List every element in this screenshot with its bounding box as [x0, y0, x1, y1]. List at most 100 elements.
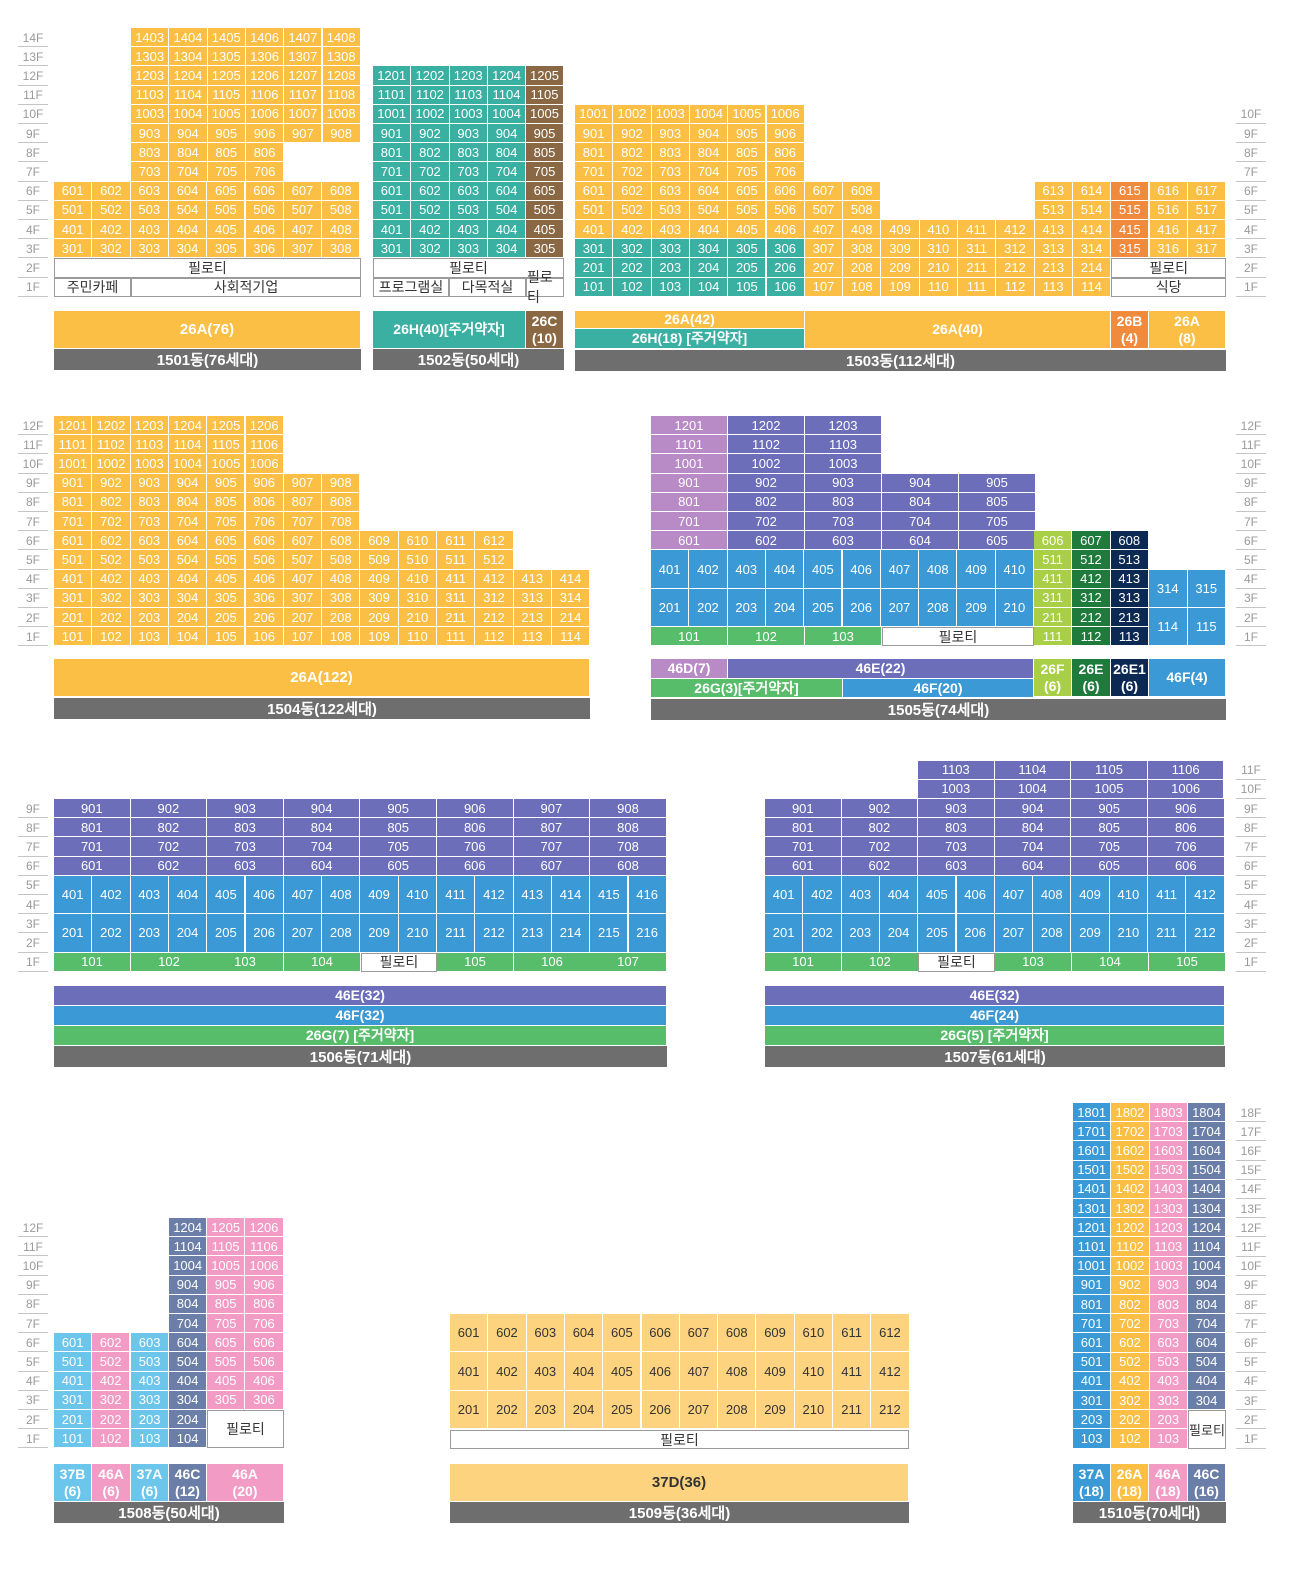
unit-cell[interactable]: 409 — [881, 220, 920, 240]
unit-cell[interactable]: 501 — [575, 200, 614, 220]
unit-cell[interactable]: 302 — [92, 1390, 131, 1410]
unit-cell[interactable]: 604 — [564, 1314, 604, 1353]
unit-cell[interactable]: 1003 — [805, 454, 882, 474]
unit-cell[interactable]: 604 — [994, 856, 1072, 876]
unit-cell[interactable]: 1702 — [1111, 1122, 1150, 1142]
unit-cell[interactable]: 403 — [526, 1352, 565, 1391]
unit-cell[interactable]: 109 — [881, 277, 920, 297]
unit-cell[interactable]: 701 — [575, 162, 614, 182]
unit-cell[interactable]: 1306 — [245, 47, 285, 67]
unit-cell[interactable]: 705 — [207, 1314, 246, 1334]
unit-cell[interactable]: 603 — [805, 531, 882, 551]
unit-cell[interactable]: 803 — [449, 143, 488, 163]
unit-cell[interactable]: 209 — [957, 588, 996, 628]
unit-cell[interactable]: 301 — [54, 1390, 93, 1410]
unit-cell[interactable]: 308 — [322, 239, 361, 259]
unit-cell[interactable]: 806 — [437, 818, 514, 838]
unit-cell[interactable]: 908 — [590, 799, 667, 819]
unit-cell[interactable]: 1106 — [245, 1237, 284, 1257]
unit-cell[interactable]: 102 — [728, 627, 805, 647]
unit-cell[interactable]: 605 — [207, 1333, 246, 1353]
unit-cell[interactable]: 701 — [1073, 1314, 1112, 1334]
unit-cell[interactable]: 706 — [245, 162, 285, 182]
unit-cell[interactable]: 607 — [283, 531, 323, 551]
unit-cell[interactable]: 201 — [765, 914, 804, 953]
unit-cell[interactable]: 502 — [92, 200, 131, 220]
unit-cell[interactable]: 305 — [207, 239, 246, 259]
unit-cell[interactable]: 204 — [168, 608, 208, 628]
unit-cell[interactable]: 706 — [245, 1314, 284, 1334]
unit-cell[interactable]: 802 — [130, 818, 208, 838]
unit-cell[interactable]: 408 — [322, 875, 361, 915]
unit-cell[interactable]: 411 — [833, 1352, 872, 1391]
unit-cell[interactable]: 806 — [245, 143, 285, 163]
unit-cell[interactable]: 1501 — [1073, 1160, 1112, 1180]
unit-cell[interactable]: 203 — [1149, 1410, 1188, 1430]
unit-cell[interactable]: 1304 — [1187, 1199, 1227, 1219]
unit-cell[interactable]: 201 — [54, 608, 93, 628]
unit-cell[interactable]: 608 — [322, 531, 361, 551]
unit-cell[interactable]: 503 — [651, 200, 690, 220]
unit-cell[interactable]: 1003 — [651, 104, 690, 124]
unit-cell[interactable]: 606 — [245, 531, 284, 551]
unit-cell[interactable]: 901 — [54, 799, 131, 819]
unit-cell[interactable]: 402 — [92, 569, 131, 589]
unit-cell[interactable]: 304 — [168, 239, 208, 259]
unit-cell[interactable]: 1104 — [1187, 1237, 1227, 1257]
unit-cell[interactable]: 1203 — [449, 66, 488, 86]
unit-cell[interactable]: 411 — [437, 875, 476, 915]
unit-cell[interactable]: 601 — [54, 1333, 93, 1353]
unit-cell[interactable]: 504 — [168, 200, 208, 220]
unit-cell[interactable]: 1004 — [994, 779, 1072, 799]
unit-cell[interactable]: 303 — [651, 239, 690, 259]
unit-cell[interactable]: 311 — [1034, 588, 1073, 608]
unit-cell[interactable]: 605 — [728, 181, 767, 201]
unit-cell[interactable]: 303 — [1149, 1391, 1188, 1411]
unit-cell[interactable]: 301 — [54, 588, 93, 608]
unit-cell[interactable]: 802 — [613, 143, 652, 163]
unit-cell[interactable]: 1404 — [1187, 1179, 1227, 1199]
unit-cell[interactable]: 708 — [322, 512, 361, 532]
unit-cell[interactable]: 103 — [207, 952, 284, 972]
unit-cell[interactable]: 102 — [1111, 1429, 1150, 1449]
unit-cell[interactable]: 406 — [956, 875, 995, 915]
unit-cell[interactable]: 402 — [613, 220, 652, 240]
unit-cell[interactable]: 402 — [92, 220, 131, 240]
unit-cell[interactable]: 102 — [92, 1429, 131, 1449]
unit-cell[interactable]: 101 — [54, 952, 131, 972]
unit-cell[interactable]: 102 — [92, 627, 131, 647]
unit-cell[interactable]: 605 — [360, 856, 437, 876]
unit-cell[interactable]: 614 — [1072, 181, 1112, 201]
unit-cell[interactable]: 706 — [437, 837, 514, 857]
unit-cell[interactable]: 703 — [805, 512, 882, 532]
unit-cell[interactable]: 1403 — [1149, 1179, 1188, 1199]
unit-cell[interactable]: 307 — [804, 239, 844, 259]
unit-cell[interactable]: 308 — [322, 588, 361, 608]
unit-cell[interactable]: 111 — [1034, 627, 1073, 647]
unit-cell[interactable]: 205 — [804, 588, 843, 628]
unit-cell[interactable]: 509 — [360, 550, 399, 570]
unit-cell[interactable]: 1002 — [1111, 1256, 1150, 1276]
unit-cell[interactable]: 1303 — [1149, 1199, 1188, 1219]
unit-cell[interactable]: 1202 — [728, 416, 805, 436]
unit-cell[interactable]: 902 — [411, 124, 450, 144]
unit-cell[interactable]: 212 — [996, 258, 1035, 278]
unit-cell[interactable]: 702 — [841, 837, 919, 857]
unit-cell[interactable]: 504 — [1187, 1352, 1227, 1372]
unit-cell[interactable]: 705 — [207, 162, 246, 182]
unit-cell[interactable]: 204 — [168, 914, 208, 953]
unit-cell[interactable]: 410 — [398, 875, 437, 915]
unit-cell[interactable]: 902 — [728, 473, 805, 493]
unit-cell[interactable]: 412 — [475, 875, 514, 915]
unit-cell[interactable]: 403 — [727, 550, 766, 589]
unit-cell[interactable]: 1301 — [1073, 1199, 1112, 1219]
unit-cell[interactable]: 213 — [1110, 608, 1149, 628]
unit-cell[interactable]: 203 — [526, 1390, 565, 1430]
unit-cell[interactable]: 807 — [283, 492, 323, 512]
unit-cell[interactable]: 207 — [804, 258, 844, 278]
unit-cell[interactable]: 1202 — [1111, 1218, 1150, 1238]
unit-cell[interactable]: 601 — [450, 1314, 489, 1353]
unit-cell[interactable]: 605 — [603, 1314, 642, 1353]
unit-cell[interactable]: 1105 — [207, 435, 246, 455]
unit-cell[interactable]: 808 — [590, 818, 667, 838]
